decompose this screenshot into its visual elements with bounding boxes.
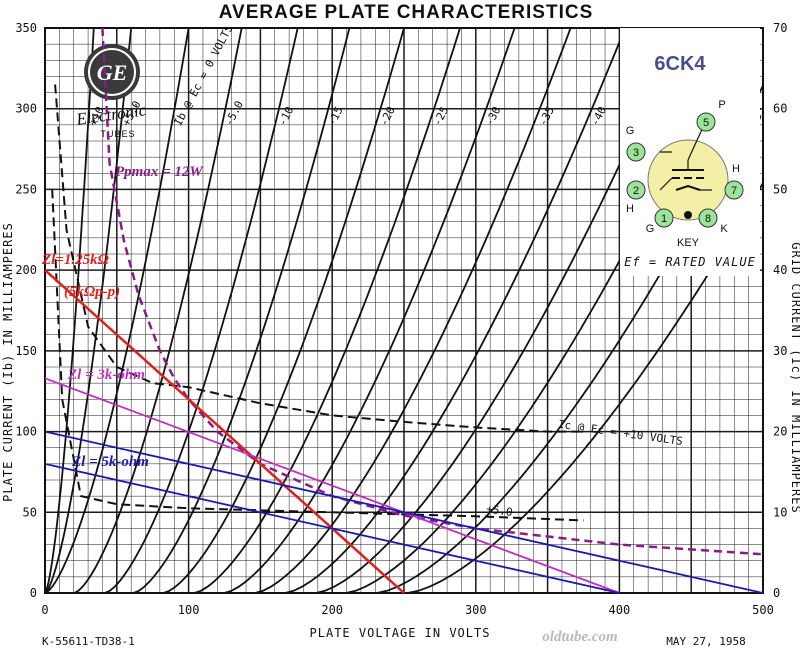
ge-logo-line2: TUBES <box>100 129 135 139</box>
chart-title: AVERAGE PLATE CHARACTERISTICS <box>219 2 594 23</box>
y-tick-label: 0 <box>30 586 37 600</box>
y-tick-label: 350 <box>15 21 37 35</box>
x-axis-label: PLATE VOLTAGE IN VOLTS <box>310 626 491 640</box>
load-line-zl5-alt <box>44 463 620 594</box>
y2-tick-label: 60 <box>773 102 787 116</box>
y-tick-label: 250 <box>15 182 37 196</box>
grid-curve <box>194 28 461 593</box>
zl1-annotation-sub: (5kΩp-p) <box>64 284 120 300</box>
grid-curve <box>45 28 133 593</box>
base-pin-number: 7 <box>731 185 737 197</box>
base-pin-number: 8 <box>705 213 711 225</box>
y-tick-label: 150 <box>15 344 37 358</box>
chart-date: MAY 27, 1958 <box>666 635 745 648</box>
grid-curve <box>284 28 626 593</box>
load-line-zl3 <box>44 377 620 594</box>
grid-curve <box>104 28 299 593</box>
ppmax-curve <box>101 27 764 556</box>
base-pin-label: G <box>626 125 635 137</box>
grid-curve <box>45 28 190 593</box>
key-label: KEY <box>677 237 700 249</box>
tube-base-circle <box>647 139 729 221</box>
grid-current-curve <box>51 189 584 522</box>
base-pin-number: 5 <box>703 117 709 129</box>
base-pin-label: H <box>626 203 634 215</box>
zl5-annotation: Zl = 5k-ohm <box>71 454 149 470</box>
rated-value-label: Ef = RATED VALUE <box>624 255 756 269</box>
tube-symbol <box>659 124 712 191</box>
grid-curve <box>133 28 351 593</box>
y2-tick-label: 50 <box>773 182 787 196</box>
y2-tick-label: 10 <box>773 505 787 519</box>
tube-type-label: 6CK4 <box>654 53 706 75</box>
grid-current-label: +5.0 <box>485 502 513 519</box>
base-pin-label: G <box>646 223 655 235</box>
load-line-zl1 <box>44 269 405 594</box>
ppmax-annotation: Ppmax = 12W <box>115 164 204 180</box>
grid-curve <box>254 28 572 593</box>
base-pin <box>654 208 674 228</box>
y2-tick-label: 70 <box>773 21 787 35</box>
x-tick-label: 200 <box>321 603 343 617</box>
grid-curve <box>73 28 243 593</box>
x-tick-label: 0 <box>41 603 48 617</box>
base-pin <box>698 208 718 228</box>
ge-logo: GE Electronic TUBES <box>74 44 148 139</box>
zl1-annotation: Zl=1.25kΩ <box>41 252 109 268</box>
base-pin-label: K <box>720 223 728 235</box>
key-dot <box>684 211 692 219</box>
y2-tick-label: 0 <box>773 586 780 600</box>
base-pin <box>696 112 716 132</box>
drawing-code: K-55611-TD38-1 <box>42 635 135 648</box>
base-pin <box>626 142 646 162</box>
y-tick-label: 100 <box>15 425 37 439</box>
base-pin <box>724 180 744 200</box>
base-pin-number: 1 <box>661 213 667 225</box>
watermark: oldtube.com <box>542 629 617 645</box>
base-pin <box>626 180 646 200</box>
y2-tick-label: 40 <box>773 263 787 277</box>
y2-axis-label: GRID CURRENT (Ic) IN MILLIAMPERES <box>789 242 800 513</box>
base-pin-label: P <box>718 99 725 111</box>
grid-curve <box>163 28 405 593</box>
grid-curve <box>45 28 95 593</box>
ge-monogram-icon <box>84 44 140 100</box>
y2-tick-label: 30 <box>773 344 787 358</box>
base-pin-number: 2 <box>633 185 639 197</box>
grid-current-curve <box>54 84 584 433</box>
ge-monogram-text: GE <box>97 60 128 85</box>
y-axis-label: PLATE CURRENT (Ib) IN MILLIAMPERES <box>1 222 15 502</box>
grid-curve <box>407 181 763 593</box>
load-lines <box>44 27 764 594</box>
y-tick-label: 200 <box>15 263 37 277</box>
x-tick-label: 100 <box>178 603 200 617</box>
axis-ticks: 0 100 200 300 400 500050100150200250300350010… <box>15 21 787 617</box>
y2-tick-label: 20 <box>773 425 787 439</box>
x-tick-label: 300 <box>465 603 487 617</box>
chart-grid <box>44 27 764 594</box>
zl3-annotation: Zl = 3k-ohm <box>67 367 145 383</box>
y-tick-label: 50 <box>23 505 37 519</box>
x-tick-label: 400 <box>609 603 631 617</box>
base-pin-label: H <box>732 163 740 175</box>
load-line-zl5 <box>44 430 764 594</box>
y-tick-label: 300 <box>15 102 37 116</box>
grid-curve <box>224 28 516 593</box>
base-pin-number: 3 <box>633 147 639 159</box>
x-tick-label: 500 <box>752 603 774 617</box>
